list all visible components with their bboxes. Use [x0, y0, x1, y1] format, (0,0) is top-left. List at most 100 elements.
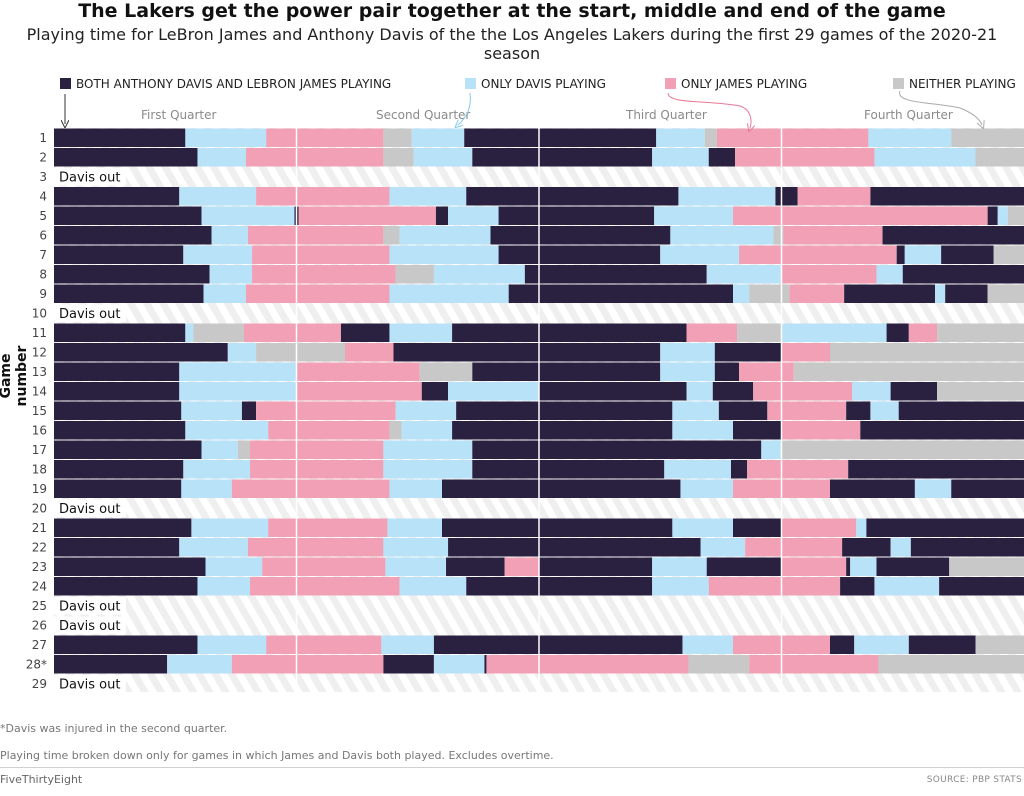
segment-both [539, 460, 665, 479]
segment-only-james [716, 128, 869, 147]
segment-neither [737, 323, 782, 342]
segment-only-davis [660, 343, 715, 362]
segment-only-davis [448, 206, 499, 225]
segment-both [490, 226, 539, 245]
segment-only-davis [209, 265, 253, 284]
segment-both [539, 284, 733, 303]
segment-only-davis [197, 577, 251, 596]
segment-both [706, 557, 782, 576]
segment-only-james [231, 479, 390, 498]
segment-neither [937, 323, 1024, 342]
segment-both [456, 401, 539, 420]
davis-out-backdrop [54, 304, 126, 322]
segment-both [539, 206, 655, 225]
segment-both [539, 362, 661, 381]
segment-both [939, 577, 1024, 596]
segment-both [54, 245, 184, 264]
segment-only-davis [183, 460, 251, 479]
game-row-25: 25 Davis out [32, 597, 126, 615]
game-row-12: 12 [32, 343, 1024, 362]
segment-both [464, 128, 539, 147]
davis-out-label: Davis out [59, 619, 120, 634]
segment-only-davis [656, 128, 705, 147]
segment-both [910, 538, 1024, 557]
segment-both [54, 206, 202, 225]
segment-both [539, 538, 701, 557]
segment-only-davis [211, 226, 248, 245]
segment-both [472, 460, 539, 479]
segment-both [539, 557, 653, 576]
segment-neither [975, 635, 1024, 654]
segment-both [902, 265, 1024, 284]
segment-both [712, 382, 754, 401]
segment-both [951, 479, 1024, 498]
segment-both [54, 460, 184, 479]
segment-only-davis [383, 460, 473, 479]
game-row-5: 5 [39, 206, 1024, 225]
segment-only-davis [205, 557, 263, 576]
game-number-label: 10 [32, 307, 47, 321]
davis-out-backdrop [54, 616, 126, 634]
game-row-2: 2 [39, 148, 1024, 167]
segment-both [840, 577, 875, 596]
segment-only-james [298, 206, 436, 225]
segment-both [54, 440, 202, 459]
segment-both [848, 460, 1024, 479]
davis-out-label: Davis out [59, 307, 120, 322]
segment-only-james [708, 577, 782, 596]
segment-only-james [248, 226, 384, 245]
game-number-label: 15 [32, 404, 47, 418]
segment-only-james [739, 245, 897, 264]
segment-only-james [345, 343, 394, 362]
segment-both [714, 362, 740, 381]
legend-only-james: ONLY JAMES PLAYING [665, 77, 807, 91]
segment-both [54, 382, 180, 401]
segment-both [54, 148, 198, 167]
segment-both [876, 557, 950, 576]
segment-only-james [733, 206, 988, 225]
segment-only-james [250, 460, 384, 479]
game-number-label: 5 [39, 209, 47, 223]
segment-only-davis [179, 382, 297, 401]
segment-only-davis [395, 401, 457, 420]
segment-only-davis [411, 128, 465, 147]
segment-both [241, 401, 257, 420]
chart-title: The Lakers get the power pair together a… [78, 0, 946, 22]
segment-both [714, 343, 782, 362]
game-row-28: 28* [26, 655, 1024, 674]
segment-only-davis [389, 284, 509, 303]
arrow-neither [899, 90, 982, 125]
segment-only-davis [185, 128, 267, 147]
segment-only-davis [890, 538, 911, 557]
segment-only-davis [179, 538, 248, 557]
segment-only-james [747, 460, 849, 479]
segment-only-davis [399, 226, 491, 245]
segment-both [898, 401, 1024, 420]
game-number-label: 24 [32, 580, 47, 594]
segment-both [393, 343, 539, 362]
segment-both [54, 557, 206, 576]
game-row-17: 17 [32, 440, 1024, 459]
game-row-29: 29 Davis out [32, 675, 126, 693]
segment-only-davis [399, 577, 467, 596]
segment-only-davis [660, 362, 715, 381]
segment-both [846, 401, 871, 420]
game-row-3: 3 Davis out [39, 168, 126, 186]
segment-only-davis [167, 655, 232, 674]
quarter-label-1: First Quarter [141, 108, 217, 122]
legend-swatch-neither [893, 78, 904, 89]
segment-neither [395, 265, 434, 284]
segment-both [54, 265, 210, 284]
segment-both [539, 226, 671, 245]
segment-only-davis [433, 265, 525, 284]
quarter-dividers [295, 128, 783, 694]
segment-only-davis [664, 460, 731, 479]
segment-only-davis [670, 226, 774, 245]
segment-both [383, 655, 434, 674]
game-number-label: 8 [39, 268, 47, 282]
game-row-6: 6 [39, 226, 1024, 245]
davis-out-backdrop [54, 675, 126, 693]
segment-both [472, 440, 539, 459]
segment-both [730, 460, 748, 479]
segment-only-davis [654, 206, 733, 225]
